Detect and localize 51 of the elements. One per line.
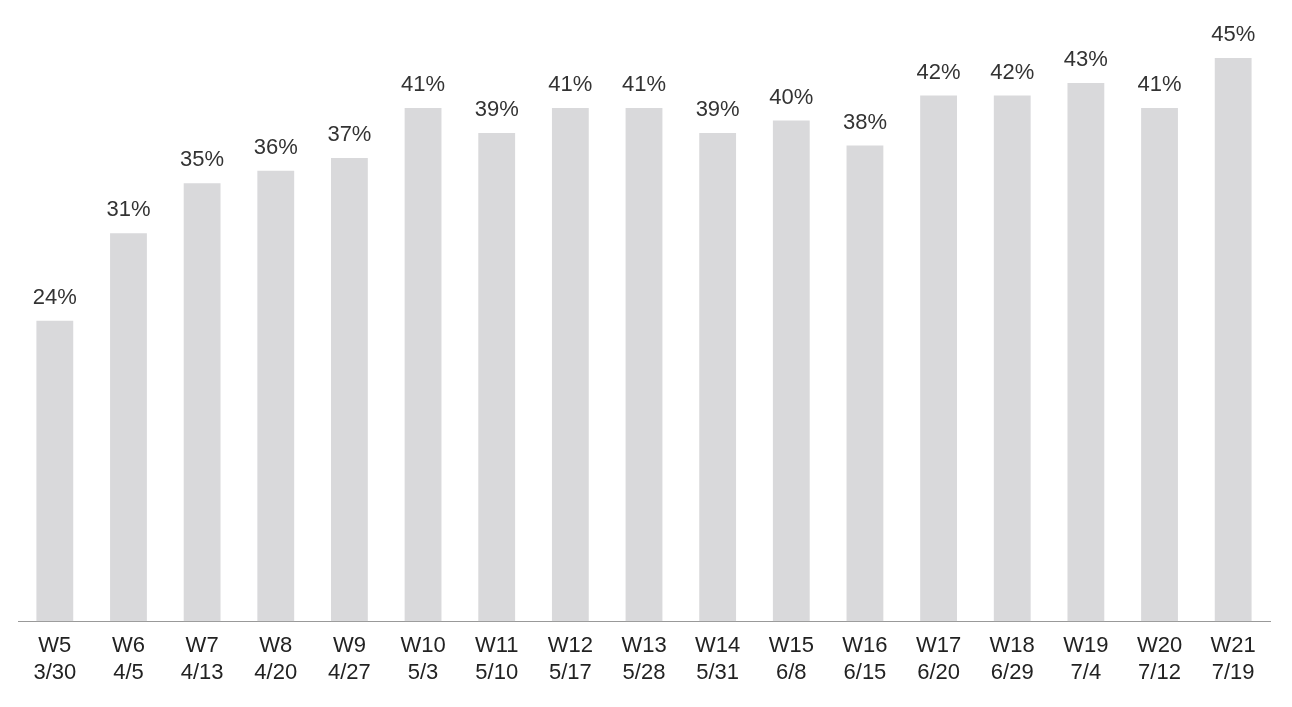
data-label: 24% — [32, 283, 77, 309]
data-label: 41% — [401, 71, 446, 97]
data-label: 42% — [990, 58, 1035, 84]
x-tick-label: W12 5/17 — [547, 632, 593, 684]
x-tick-label: W11 5/10 — [474, 632, 519, 684]
data-label: 42% — [916, 58, 961, 84]
x-tick-label: W17 6/20 — [915, 632, 962, 684]
bar — [110, 233, 147, 622]
x-tick-label: W21 7/19 — [1210, 632, 1256, 684]
x-tick-label: W15 6/8 — [768, 632, 814, 684]
data-label: 35% — [180, 146, 225, 172]
bar — [404, 108, 442, 622]
data-label: 45% — [1211, 21, 1256, 47]
data-label: 41% — [548, 71, 593, 97]
data-label: 41% — [1137, 71, 1182, 97]
bar — [772, 120, 810, 622]
data-label: 40% — [769, 83, 814, 109]
bar — [36, 320, 74, 622]
x-tick-label: W14 5/31 — [695, 632, 741, 684]
data-label: 43% — [1063, 46, 1108, 72]
bar — [478, 133, 516, 622]
x-tick-label: W9 4/27 — [328, 632, 371, 684]
bar — [183, 183, 221, 622]
data-label: 31% — [106, 196, 151, 222]
bar — [993, 95, 1031, 622]
x-tick-label: W16 6/15 — [842, 632, 888, 684]
bar — [625, 108, 663, 622]
bar — [1141, 108, 1178, 622]
data-label: 39% — [695, 96, 740, 122]
bar — [699, 133, 737, 622]
x-tick-label: W13 5/28 — [621, 632, 667, 684]
data-label: 39% — [474, 96, 519, 122]
data-label: 41% — [621, 71, 667, 97]
bar — [257, 170, 295, 622]
bar — [846, 145, 884, 622]
bar — [331, 158, 368, 622]
bar — [920, 95, 957, 622]
x-tick-label: W10 5/3 — [400, 632, 446, 684]
x-tick-label: W6 4/5 — [111, 632, 145, 684]
x-tick-label: W18 6/29 — [989, 632, 1035, 684]
x-tick-label: W7 4/13 — [180, 632, 224, 684]
bar — [551, 108, 589, 622]
bar — [1214, 58, 1252, 622]
data-label: 36% — [253, 133, 298, 159]
x-tick-label: W8 4/20 — [254, 632, 298, 684]
x-tick-label: W20 7/12 — [1136, 632, 1183, 684]
x-tick-label: W5 3/30 — [33, 632, 77, 684]
data-label: 38% — [842, 108, 887, 134]
data-label: 37% — [327, 121, 372, 147]
x-tick-label: W19 7/4 — [1063, 632, 1109, 684]
bar — [1067, 83, 1105, 622]
